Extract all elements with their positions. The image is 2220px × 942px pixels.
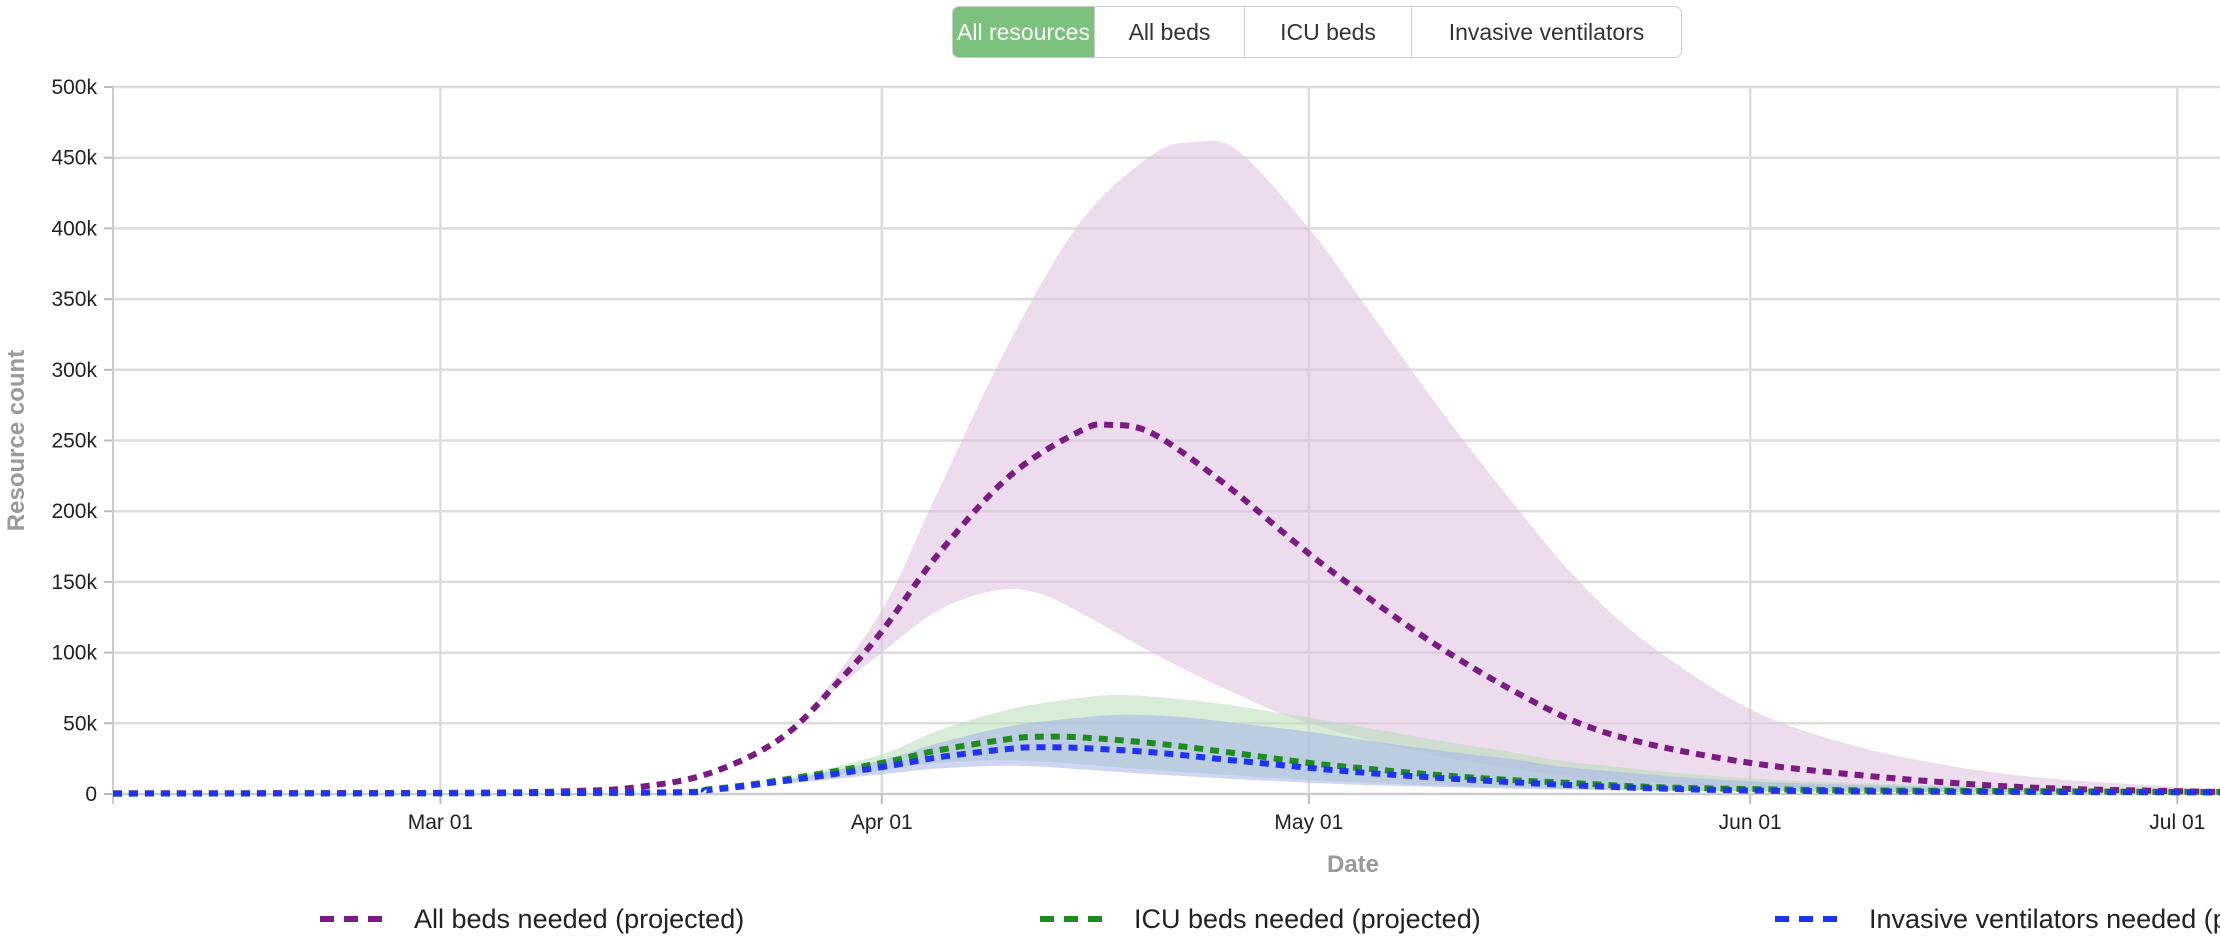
uncertainty-band — [782, 714, 2220, 794]
x-tick-label: Mar 01 — [408, 811, 473, 834]
y-tick-label: 0 — [85, 783, 97, 806]
y-tick-label: 150k — [51, 571, 97, 594]
y-axis-title: Resource count — [3, 350, 30, 531]
y-tick-label: 300k — [51, 359, 97, 382]
uncertainty-band — [810, 140, 2220, 793]
y-tick-label: 350k — [51, 288, 97, 311]
legend-label: Invasive ventilators needed (projected) — [1869, 904, 2220, 934]
x-tick-label: May 01 — [1274, 811, 1343, 834]
x-tick-label: Apr 01 — [851, 811, 913, 834]
y-tick-label: 50k — [63, 712, 97, 735]
tab-invasive-ventilators[interactable]: Invasive ventilators — [1448, 18, 1645, 45]
tab-icu-beds[interactable]: ICU beds — [1245, 7, 1412, 57]
y-tick-label: 400k — [51, 217, 97, 240]
legend-label: All beds needed (projected) — [414, 904, 744, 934]
x-axis-title: Date — [1327, 851, 1379, 878]
tab-all-resources[interactable]: All resources — [953, 7, 1095, 57]
x-tick-label: Jun 01 — [1719, 811, 1782, 834]
x-tick-label: Jul 01 — [2149, 811, 2205, 834]
resource-filter-tabs: All resources All beds ICU beds Invasive… — [952, 6, 1682, 58]
legend-label: ICU beds needed (projected) — [1134, 904, 1481, 934]
y-tick-label: 200k — [51, 500, 97, 523]
y-tick-label: 500k — [51, 76, 97, 99]
y-tick-label: 100k — [51, 642, 97, 665]
y-tick-label: 250k — [51, 430, 97, 453]
y-tick-label: 450k — [51, 147, 97, 170]
tab-all-beds[interactable]: All beds — [1095, 7, 1245, 57]
series-line — [112, 744, 2220, 797]
